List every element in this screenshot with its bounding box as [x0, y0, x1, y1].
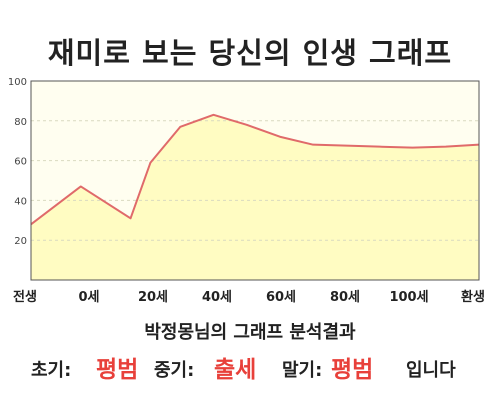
- result-summary: 초기: 평범 중기: 출세 말기: 평범 입니다: [0, 348, 500, 383]
- x-tick-label-5: 80세: [330, 290, 360, 305]
- page-title: 재미로 보는 당신의 인생 그래프: [47, 36, 453, 70]
- late-value: 평범: [331, 357, 374, 383]
- y-tick-label-60: 60: [14, 157, 27, 168]
- late-label: 말기:: [282, 360, 323, 381]
- middle-label: 중기:: [154, 360, 195, 381]
- y-tick-label-80: 80: [14, 117, 27, 128]
- early-label: 초기:: [31, 360, 72, 381]
- plot-border: [30, 80, 480, 281]
- result-heading: 박정몽님의 그래프 분석결과: [144, 322, 356, 343]
- x-tick-label-3: 40세: [202, 290, 232, 305]
- result-suffix: 입니다: [406, 360, 456, 381]
- x-tick-label-0: 전생: [13, 289, 37, 305]
- y-tick-label-20: 20: [14, 236, 27, 247]
- x-tick-label-7: 환생: [461, 289, 485, 305]
- series-line: [30, 113, 480, 226]
- y-tick-label-100: 100: [8, 77, 27, 88]
- x-tick-label-4: 60세: [266, 290, 296, 305]
- series-area: [31, 114, 479, 280]
- middle-value: 출세: [214, 357, 257, 383]
- x-tick-label-2: 20세: [138, 290, 168, 305]
- early-value: 평범: [96, 357, 139, 383]
- x-tick-label-6: 100세: [389, 290, 428, 305]
- x-tick-label-1: 0세: [78, 290, 99, 305]
- y-tick-label-40: 40: [14, 196, 27, 207]
